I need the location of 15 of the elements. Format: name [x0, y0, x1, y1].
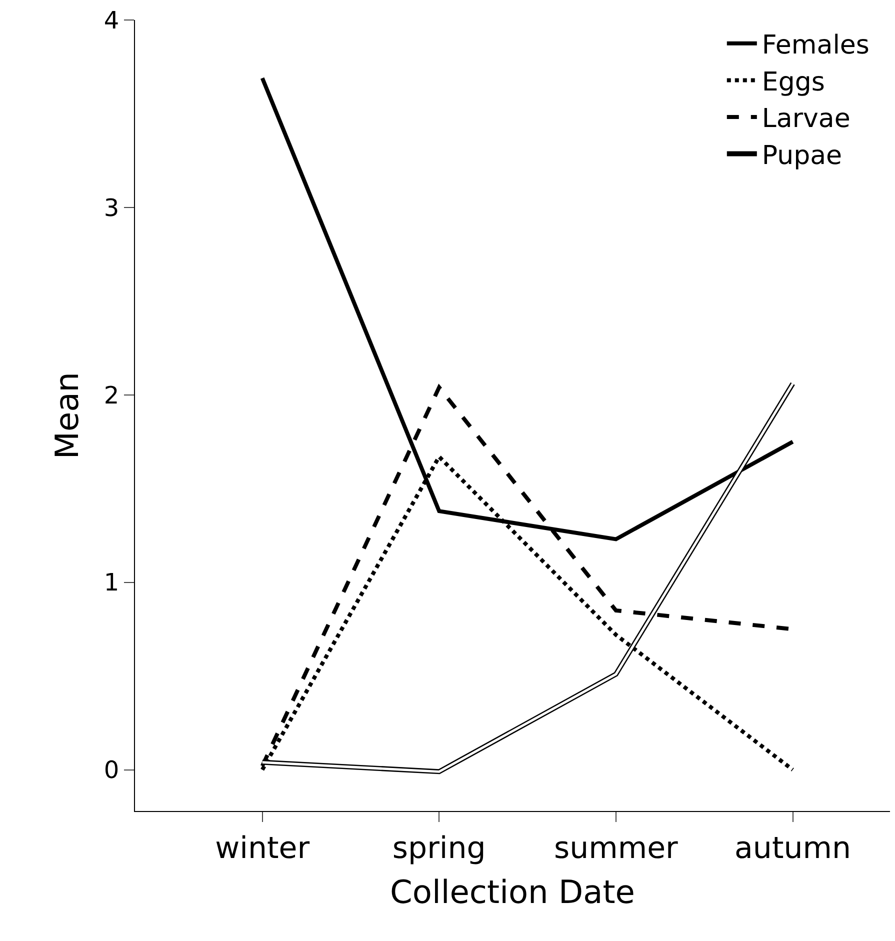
y-tick-label: 1 — [104, 568, 120, 597]
x-tick-label: winter — [215, 831, 310, 866]
legend-label: Females — [762, 30, 870, 61]
x-tick-label: autumn — [734, 831, 851, 866]
y-axis-title: Mean — [48, 372, 86, 460]
legend-label: Larvae — [762, 104, 850, 134]
x-tick-label: summer — [554, 831, 679, 866]
y-tick-label: 0 — [104, 756, 120, 784]
x-axis-title: Collection Date — [390, 872, 635, 911]
legend-label: Pupae — [762, 140, 842, 171]
y-tick-label: 4 — [104, 6, 120, 34]
y-tick-label: 3 — [104, 194, 120, 222]
y-tick-label: 2 — [104, 381, 120, 410]
legend-label: Eggs — [762, 67, 825, 98]
x-tick-label: spring — [392, 831, 486, 866]
